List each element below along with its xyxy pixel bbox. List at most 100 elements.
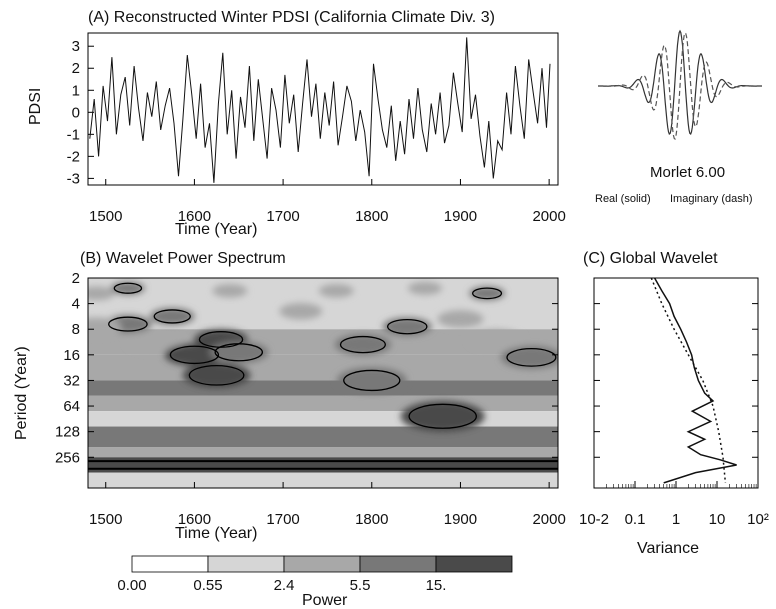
panel-a-y-tick-label: 2 bbox=[72, 60, 80, 77]
pdsi-series-line bbox=[89, 37, 551, 183]
panel-a-y-tick-label: 1 bbox=[72, 82, 80, 99]
power-blob bbox=[400, 400, 485, 432]
panel-a-y-tick-label: -1 bbox=[67, 126, 80, 143]
panel-c-title: (C) Global Wavelet bbox=[583, 250, 718, 267]
power-blob bbox=[88, 286, 115, 301]
power-blob bbox=[164, 343, 225, 367]
panel-a-y-label: PDSI bbox=[27, 88, 44, 125]
colorbar-tick-label: 2.4 bbox=[274, 577, 295, 594]
panel-b-y-tick-label: 8 bbox=[72, 321, 80, 338]
panel-a-x-tick-label: 2000 bbox=[532, 208, 565, 225]
power-blob bbox=[437, 310, 484, 328]
panel-b-x-tick-label: 1500 bbox=[89, 511, 122, 528]
morlet-title: Morlet 6.00 bbox=[650, 164, 725, 181]
panel-b-x-tick-label: 1700 bbox=[266, 511, 299, 528]
power-blob bbox=[149, 307, 195, 325]
global-wavelet-line bbox=[653, 277, 737, 484]
panel-a: (A) Reconstructed Winter PDSI (Californi… bbox=[27, 9, 566, 238]
colorbar-labels: 0.00 0.55 2.4 5.5 15. bbox=[117, 577, 446, 594]
panel-a-x-tick-label: 1600 bbox=[178, 208, 211, 225]
power-blob bbox=[318, 284, 354, 298]
power-blob bbox=[88, 317, 122, 336]
panel-c-x-tick-label: 10-2 bbox=[579, 511, 609, 528]
power-blob bbox=[382, 317, 432, 336]
significance-contour bbox=[408, 403, 477, 429]
panel-a-y-tick-label: -3 bbox=[67, 170, 80, 187]
panel-a-x-tick-label: 1800 bbox=[355, 208, 388, 225]
panel-a-frame bbox=[87, 32, 559, 186]
panel-b-x-ticks: 1500 1600 1700 1800 1900 2000 bbox=[89, 482, 566, 528]
colorbar-tick-label: 15. bbox=[426, 577, 447, 594]
colorbar-box bbox=[131, 555, 209, 573]
significance-contour bbox=[214, 343, 264, 362]
significance-contours bbox=[88, 282, 558, 470]
colorbar-boxes bbox=[131, 555, 513, 573]
power-band bbox=[88, 380, 558, 396]
panel-a-y-tick-label: 3 bbox=[72, 38, 80, 55]
panel-a-title: (A) Reconstructed Winter PDSI (Californi… bbox=[88, 9, 495, 26]
panel-a-y-ticks: 3 2 1 0 -1 -2 -3 bbox=[67, 38, 94, 187]
panel-b-x-label: Time (Year) bbox=[175, 525, 257, 542]
wavelet-power-field bbox=[88, 278, 558, 488]
power-blob bbox=[182, 362, 251, 388]
panel-b-y-tick-label: 64 bbox=[63, 398, 80, 415]
panel-a-y-tick-label: 0 bbox=[72, 104, 80, 121]
significance-contour bbox=[472, 287, 503, 300]
panel-b-y-tick-label: 2 bbox=[72, 270, 80, 287]
power-bands bbox=[88, 278, 558, 488]
panel-c-x-tick-label: 10² bbox=[747, 511, 769, 528]
panel-b-y-tick-label: 256 bbox=[55, 449, 80, 466]
power-band bbox=[88, 354, 558, 381]
panel-b-x-tick-label: 2000 bbox=[532, 511, 565, 528]
panel-c: (C) Global Wavelet 10-2 0.1 1 10 10² Varianc… bbox=[579, 250, 769, 557]
panel-b-y-tick-label: 4 bbox=[72, 296, 80, 313]
power-band bbox=[88, 472, 558, 488]
colorbar-box bbox=[359, 555, 437, 573]
colorbar-tick-label: 0.00 bbox=[117, 577, 146, 594]
significance-contour bbox=[506, 348, 557, 367]
power-blob bbox=[336, 367, 407, 394]
panel-a-x-ticks: 1500 1600 1700 1800 1900 2000 bbox=[89, 179, 566, 225]
panel-c-x-tick-label: 10 bbox=[709, 511, 726, 528]
panel-a-x-tick-label: 1700 bbox=[266, 208, 299, 225]
panel-c-frame bbox=[593, 277, 759, 489]
power-band bbox=[88, 426, 558, 448]
significance-contour bbox=[188, 364, 245, 386]
power-blob bbox=[468, 329, 523, 350]
morlet-inset: Morlet 6.00 Real (solid) Imaginary (dash… bbox=[595, 29, 762, 205]
significance-contour bbox=[386, 318, 428, 335]
colorbar-tick-label: 5.5 bbox=[350, 577, 371, 594]
power-colorbar: 0.00 0.55 2.4 5.5 15. Power bbox=[117, 555, 513, 609]
panel-c-x-tick-label: 0.1 bbox=[625, 511, 646, 528]
significance-contour bbox=[113, 282, 143, 294]
panel-b-y-ticks: 2 4 8 16 32 64 128 256 bbox=[55, 270, 558, 466]
power-blob bbox=[279, 303, 323, 320]
panel-b-title: (B) Wavelet Power Spectrum bbox=[80, 250, 286, 267]
significance-contour bbox=[343, 369, 401, 392]
colorbar-box bbox=[207, 555, 285, 573]
significance-contour bbox=[153, 309, 191, 324]
panel-b-x-tick-label: 1800 bbox=[355, 511, 388, 528]
colorbar-tick-label: 0.55 bbox=[193, 577, 222, 594]
colorbar-label: Power bbox=[302, 592, 348, 609]
panel-b-y-tick-label: 32 bbox=[63, 372, 80, 389]
panel-a-x-tick-label: 1900 bbox=[444, 208, 477, 225]
panel-c-x-tick-label: 1 bbox=[672, 511, 680, 528]
panel-a-x-label: Time (Year) bbox=[175, 221, 257, 238]
panel-b-y-tick-label: 16 bbox=[63, 347, 80, 364]
panel-b: (B) Wavelet Power Spectrum 2481632641282… bbox=[13, 250, 566, 542]
significance-dotted-line bbox=[650, 277, 727, 483]
panel-b-y-tick-label: 128 bbox=[55, 424, 80, 441]
panel-b-frame bbox=[87, 277, 559, 489]
significance-contour bbox=[339, 335, 386, 354]
panel-a-x-tick-label: 1500 bbox=[89, 208, 122, 225]
power-blob bbox=[407, 281, 442, 295]
power-blob bbox=[212, 284, 248, 298]
panel-b-y-label: Period (Year) bbox=[13, 346, 30, 440]
panel-a-y-tick-label: -2 bbox=[67, 148, 80, 165]
significance-contour bbox=[169, 345, 220, 365]
power-band bbox=[88, 395, 558, 412]
panel-c-x-ticks: 10-2 0.1 1 10 10² bbox=[579, 277, 769, 528]
power-band bbox=[88, 411, 558, 427]
